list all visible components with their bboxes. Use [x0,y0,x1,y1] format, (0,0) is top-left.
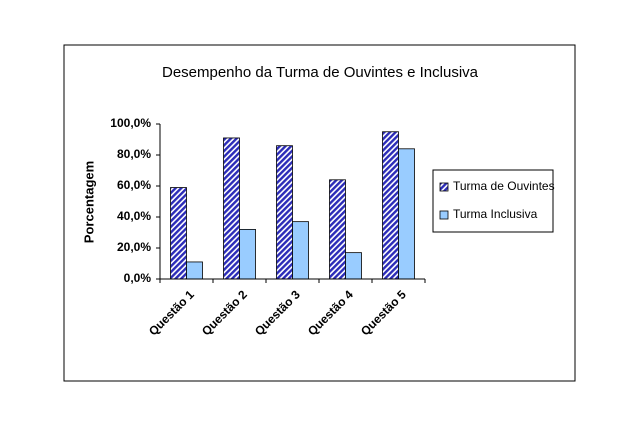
bar [398,148,415,280]
chart-title: Desempenho da Turma de Ouvintes e Inclus… [162,64,479,81]
legend-box [432,169,554,233]
legend-label: Turma Inclusiva [453,207,538,221]
bar [276,145,293,280]
y-tick-label: 100,0% [110,116,151,130]
bar [329,179,346,280]
y-axis-title: Porcentagem [81,161,96,243]
bar [345,252,362,280]
bar [292,221,309,280]
bar [170,187,187,280]
y-tick-label: 40,0% [117,209,151,223]
legend-key [439,210,449,220]
y-tick-label: 80,0% [117,147,151,161]
legend-key [439,182,449,192]
bar [382,131,399,280]
bar [239,228,256,280]
y-tick-label: 20,0% [117,240,151,254]
y-tick-label: 60,0% [117,178,151,192]
legend-label: Turma de Ouvintes [453,179,555,193]
bar [223,137,240,280]
bar [186,261,203,280]
y-tick-label: 0,0% [124,271,152,285]
